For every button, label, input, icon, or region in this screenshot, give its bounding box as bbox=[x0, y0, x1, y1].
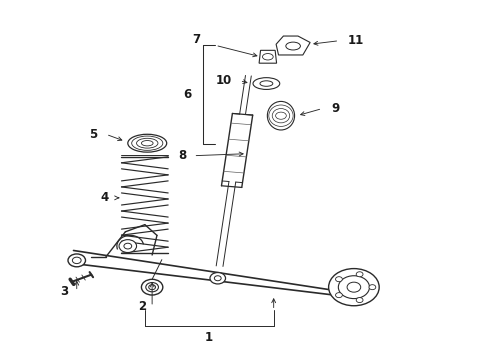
Text: 7: 7 bbox=[192, 33, 201, 46]
Ellipse shape bbox=[267, 102, 294, 130]
Ellipse shape bbox=[252, 78, 279, 89]
Text: 8: 8 bbox=[178, 149, 186, 162]
Circle shape bbox=[335, 277, 342, 282]
Circle shape bbox=[328, 269, 378, 306]
Text: 6: 6 bbox=[183, 88, 191, 101]
Circle shape bbox=[119, 240, 136, 252]
Ellipse shape bbox=[285, 42, 300, 50]
Circle shape bbox=[368, 285, 375, 290]
Polygon shape bbox=[259, 50, 276, 63]
Circle shape bbox=[214, 276, 221, 281]
Circle shape bbox=[346, 282, 360, 292]
Ellipse shape bbox=[272, 109, 289, 123]
Text: 3: 3 bbox=[60, 285, 68, 298]
Polygon shape bbox=[276, 36, 309, 55]
Circle shape bbox=[209, 273, 225, 284]
Ellipse shape bbox=[262, 54, 273, 60]
Circle shape bbox=[335, 293, 342, 298]
Circle shape bbox=[148, 285, 155, 290]
Circle shape bbox=[145, 283, 158, 292]
Ellipse shape bbox=[136, 138, 158, 148]
Circle shape bbox=[338, 276, 369, 298]
Text: 9: 9 bbox=[330, 102, 339, 115]
Ellipse shape bbox=[127, 134, 166, 152]
Ellipse shape bbox=[141, 140, 153, 146]
Text: 1: 1 bbox=[205, 331, 213, 344]
Text: 5: 5 bbox=[89, 128, 98, 141]
Text: 2: 2 bbox=[138, 300, 146, 313]
Circle shape bbox=[355, 298, 362, 302]
Circle shape bbox=[141, 279, 163, 295]
Text: 11: 11 bbox=[347, 34, 363, 47]
Ellipse shape bbox=[260, 81, 272, 86]
Ellipse shape bbox=[131, 136, 163, 150]
Circle shape bbox=[123, 243, 131, 249]
Ellipse shape bbox=[268, 105, 292, 126]
Text: 4: 4 bbox=[100, 192, 108, 204]
Circle shape bbox=[72, 257, 81, 264]
Circle shape bbox=[68, 254, 85, 267]
Ellipse shape bbox=[275, 112, 286, 119]
Circle shape bbox=[355, 272, 362, 277]
Text: 10: 10 bbox=[216, 74, 232, 87]
